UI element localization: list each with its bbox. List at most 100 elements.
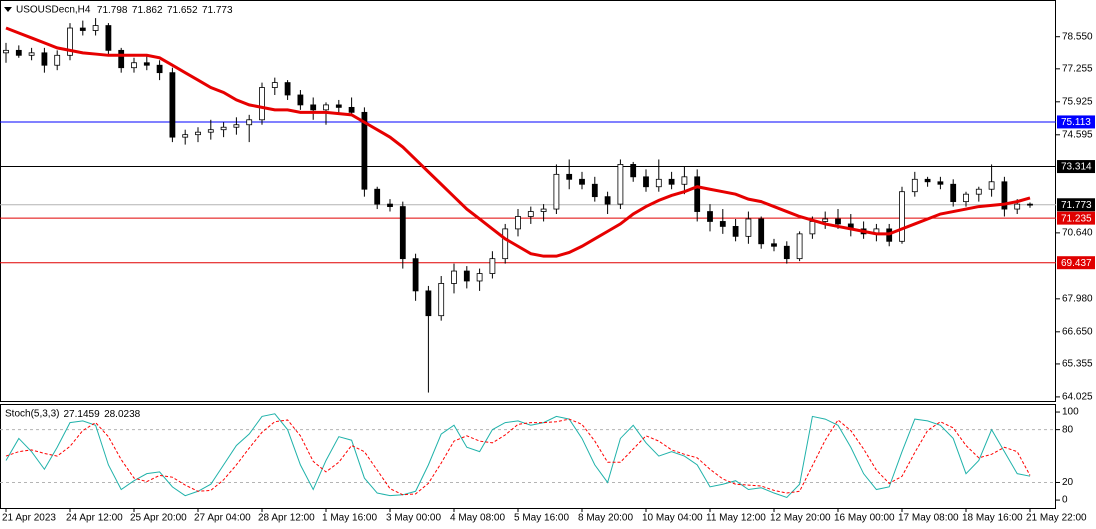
candle-body [92, 25, 99, 31]
y-tick-label: 66.650 [1062, 326, 1093, 337]
y-tick-label: 74.595 [1062, 129, 1093, 140]
header-value: 71.862 [132, 5, 163, 16]
chart-title: USOUSDecn,H4 [16, 5, 91, 16]
level-label: 71.235 [1061, 213, 1092, 224]
level-label: 69.437 [1061, 258, 1092, 269]
candle-body [502, 228, 509, 260]
candle-body [374, 188, 381, 205]
y-tick-label: 64.025 [1062, 392, 1093, 403]
level-label: 75.113 [1061, 117, 1091, 128]
x-tick-label: 18 May 16:00 [962, 513, 1023, 524]
candle-body [809, 221, 816, 235]
header-value: 27.1459 [63, 409, 100, 420]
candle-body [515, 216, 521, 230]
x-tick-label: 1 May 16:00 [322, 513, 377, 524]
y-tick-label: 75.925 [1062, 96, 1093, 107]
candle-body [463, 270, 470, 282]
stoch-line [5, 413, 1031, 499]
main-panel-frame [0, 0, 1056, 402]
candle-body [822, 218, 829, 222]
candle-body [54, 54, 61, 66]
candle-body [1027, 203, 1033, 206]
candle-body [796, 233, 803, 260]
candle-body [758, 218, 765, 245]
candle-body [835, 218, 841, 225]
candle-body [1001, 181, 1008, 210]
candle-body [195, 131, 201, 136]
collapse-icon[interactable] [4, 7, 12, 12]
x-tick-label: 8 May 20:00 [578, 513, 633, 524]
x-tick-label: 10 May 04:00 [642, 513, 703, 524]
candle-body [310, 104, 317, 111]
candle-body [707, 211, 713, 222]
candle-body [259, 87, 265, 121]
x-tick-label: 21 May 22:00 [1026, 513, 1087, 524]
moving-average [5, 26, 1031, 258]
candle-body [3, 49, 9, 54]
candle-body [604, 196, 611, 205]
x-tick-label: 3 May 00:00 [386, 513, 441, 524]
candle-body [15, 49, 22, 56]
level-label-box [1057, 198, 1095, 212]
candle-body [131, 62, 137, 69]
candle-body [425, 290, 432, 317]
x-tick-label: 25 Apr 20:00 [130, 513, 187, 524]
header-value: 71.652 [167, 5, 198, 16]
candle-body [988, 181, 995, 190]
candle-body [963, 193, 969, 203]
y-tick-label: 70.640 [1062, 228, 1093, 239]
y-tick-label: 77.255 [1062, 63, 1093, 74]
y-tick-label: 0 [1062, 495, 1068, 506]
x-tick-label: 17 May 08:00 [898, 513, 959, 524]
candle-body [643, 176, 649, 188]
candle-body [668, 178, 675, 185]
candle-body [399, 206, 406, 260]
candle-body [387, 203, 393, 207]
x-tick-label: 12 May 20:00 [770, 513, 831, 524]
candle-body [489, 258, 496, 274]
level-label-box [1057, 160, 1095, 174]
candle-body [783, 245, 790, 260]
level-label-box [1057, 115, 1095, 129]
x-tick-label: 4 May 08:00 [450, 513, 505, 524]
candle-body [476, 273, 483, 282]
candle-body [975, 188, 982, 195]
level-label-box [1057, 256, 1095, 270]
y-tick-label: 78.550 [1062, 31, 1093, 42]
candle-body [41, 52, 48, 66]
level-label-box [1057, 211, 1095, 225]
candle-body [67, 27, 73, 56]
stoch-panel-frame [0, 404, 1056, 509]
candle-body [169, 72, 176, 138]
header-value: 71.773 [202, 5, 233, 16]
candle-body [182, 134, 189, 138]
candle-body [156, 64, 163, 74]
y-tick-label: 67.980 [1062, 293, 1093, 304]
candle-body [246, 119, 253, 126]
candle-body [297, 94, 304, 106]
candle-body [28, 52, 35, 56]
candle-body [591, 183, 598, 198]
candle-body [118, 49, 125, 69]
candle-body [719, 221, 726, 227]
x-tick-label: 16 May 00:00 [834, 513, 895, 524]
candle-body [579, 178, 585, 185]
level-label: 73.314 [1061, 162, 1092, 173]
candle-body [361, 111, 368, 190]
x-tick-label: 28 Apr 12:00 [258, 513, 315, 524]
candle-body [950, 183, 957, 203]
candle-body [323, 104, 329, 111]
candle-body [566, 173, 573, 180]
candle-body [617, 164, 624, 205]
candle-body [937, 181, 944, 185]
y-tick-label: 80 [1062, 424, 1074, 435]
header-value: 28.0238 [104, 409, 141, 420]
candle-body [284, 82, 291, 96]
candle-body [233, 124, 240, 128]
candle-body [553, 173, 560, 210]
candle-body [924, 178, 931, 183]
stoch-line [5, 418, 1031, 496]
candle-body [105, 25, 112, 51]
